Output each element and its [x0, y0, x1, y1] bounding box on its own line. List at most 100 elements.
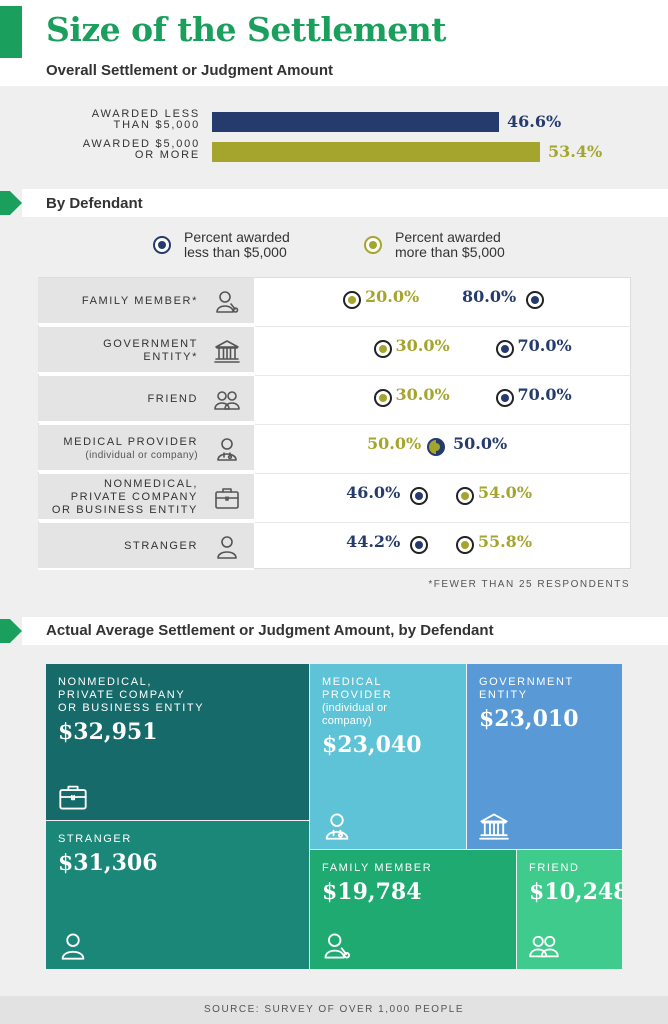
row-marker-more — [495, 389, 514, 407]
section-bar-average — [22, 617, 668, 645]
footnote: *FEWER THAN 25 RESPONDENTS — [428, 579, 630, 590]
two-people-icon — [527, 931, 561, 961]
table-row-label: GOVERNMENT ENTITY* — [38, 338, 198, 364]
section-flag-average — [0, 619, 22, 643]
person-stethoscope-icon — [320, 931, 354, 961]
section-bar-overall — [0, 58, 668, 86]
treemap-tile-label: MEDICAL PROVIDER (individual or company) — [322, 676, 454, 728]
row-value-less: 46.0% — [346, 483, 401, 502]
overall-bar-label-line: THAN $5,000 — [113, 119, 200, 131]
page-title: Size of the Settlement — [46, 10, 447, 49]
legend-less-dot — [153, 236, 171, 254]
table-row-label: STRANGER — [38, 540, 198, 553]
person-icon — [56, 931, 90, 961]
row-value-less: 44.2% — [346, 532, 401, 551]
row-value-more: 70.0% — [517, 385, 572, 404]
row-marker-less — [427, 438, 445, 456]
legend-more-line2: more than $5,000 — [395, 244, 505, 260]
section-flag-defendant — [0, 191, 22, 215]
overall-bar — [212, 112, 499, 132]
overall-bar-label: AWARDED $5,000 OR MORE — [0, 139, 200, 161]
row-value-less: 50.0% — [367, 434, 422, 453]
table-row-label-line: ENTITY* — [143, 351, 198, 363]
treemap-tile-label: STRANGER — [58, 833, 297, 846]
row-value-less: 30.0% — [395, 385, 450, 404]
treemap-tile: FAMILY MEMBER $19,784 — [310, 850, 516, 969]
treemap-tile: GOVERNMENT ENTITY $23,010 — [467, 664, 622, 849]
table-row-label-sub: (individual or company) — [85, 450, 198, 461]
treemap-tile-sub: (individual or — [322, 702, 388, 714]
treemap-tile-value: $23,040 — [322, 732, 422, 758]
treemap-tile-value: $32,951 — [58, 719, 158, 745]
overall-bar — [212, 142, 540, 162]
row-value-more: 50.0% — [453, 434, 508, 453]
table-row-label-cell — [38, 376, 254, 423]
title-flag — [0, 6, 22, 58]
briefcase-icon — [214, 485, 240, 511]
treemap-tile: FRIEND $10,248 — [517, 850, 622, 969]
row-value-more: 55.8% — [477, 532, 533, 551]
treemap-tile-label: NONMEDICAL, PRIVATE COMPANY OR BUSINESS EN… — [58, 676, 297, 715]
table-row-label-line: NONMEDICAL, — [104, 478, 198, 490]
treemap-tile-label-line: STRANGER — [58, 833, 132, 845]
row-marker-less — [343, 291, 361, 309]
row-marker-more — [455, 487, 474, 505]
table-row-label-line: STRANGER — [124, 540, 198, 552]
treemap-tile-value: $19,784 — [322, 879, 422, 905]
overall-bar-label-line: AWARDED LESS — [91, 108, 200, 120]
row-marker-less — [410, 487, 429, 505]
table-row-label-cell — [38, 523, 254, 570]
treemap-tile-label-line: ENTITY — [479, 689, 528, 701]
table-row-label-cell — [38, 327, 254, 374]
treemap-tile-label-line: NONMEDICAL, — [58, 676, 152, 688]
row-value-less: 20.0% — [365, 287, 420, 306]
treemap-tile-value: $31,306 — [58, 850, 158, 876]
table-row-label-line: PRIVATE COMPANY — [70, 491, 198, 503]
table-row-divider — [255, 473, 631, 474]
section-bar-defendant — [22, 189, 668, 217]
overall-bar-value: 53.4% — [548, 142, 603, 161]
treemap-tile-label-line: GOVERNMENT — [479, 676, 574, 688]
treemap-tile-label-line: PRIVATE COMPANY — [58, 689, 186, 701]
doctor-icon — [320, 811, 354, 841]
treemap-tile-sub: company) — [322, 715, 372, 727]
overall-bar-label-line: OR MORE — [134, 149, 200, 161]
row-value-more: 54.0% — [477, 483, 533, 502]
table-row-divider — [255, 424, 631, 425]
two-people-icon — [214, 387, 240, 413]
table-row-label-line: MEDICAL PROVIDER — [63, 436, 198, 448]
treemap-tile: MEDICAL PROVIDER (individual or company) $23… — [310, 664, 466, 849]
treemap-tile-label-line: MEDICAL — [322, 676, 383, 688]
treemap-tile-label: FAMILY MEMBER — [322, 862, 504, 875]
title-bar — [0, 0, 668, 58]
table-row-divider — [255, 375, 631, 376]
treemap-tile-label: GOVERNMENT ENTITY — [479, 676, 610, 702]
legend-more-line1: Percent awarded — [395, 229, 501, 245]
source-note: SOURCE: SURVEY OF OVER 1,000 PEOPLE — [204, 1004, 464, 1015]
legend-more-dot — [364, 236, 382, 254]
table-row-label-line: FAMILY MEMBER* — [81, 295, 198, 307]
row-value-more: 80.0% — [462, 287, 517, 306]
row-value-more: 70.0% — [517, 336, 572, 355]
table-row-label: MEDICAL PROVIDER (individual or company) — [38, 436, 198, 462]
overall-bar-label-line: AWARDED $5,000 — [82, 138, 200, 150]
table-row-label: FRIEND — [38, 393, 198, 406]
treemap-tile: STRANGER $31,306 — [46, 821, 309, 969]
legend-less: Percent awarded less than $5,000 — [184, 230, 290, 260]
table-row-label-line: OR BUSINESS ENTITY — [51, 504, 198, 516]
table-row-divider — [255, 326, 631, 327]
section-title-average: Actual Average Settlement or Judgment Am… — [46, 622, 494, 639]
source-bar — [0, 996, 668, 1024]
legend-less-line1: Percent awarded — [184, 229, 290, 245]
treemap-tile-label-line: PROVIDER — [322, 689, 393, 701]
treemap-tile-label: FRIEND — [529, 862, 610, 875]
treemap-tile-label-line: FAMILY MEMBER — [322, 862, 433, 874]
section-title-defendant: By Defendant — [46, 195, 143, 212]
legend-less-line2: less than $5,000 — [184, 244, 287, 260]
table-row-divider — [255, 522, 631, 523]
overall-bar-value: 46.6% — [507, 112, 562, 131]
row-marker-less — [373, 340, 392, 358]
government-building-icon — [477, 811, 511, 841]
legend-more: Percent awarded more than $5,000 — [395, 230, 505, 260]
table-row-label: FAMILY MEMBER* — [38, 295, 198, 308]
